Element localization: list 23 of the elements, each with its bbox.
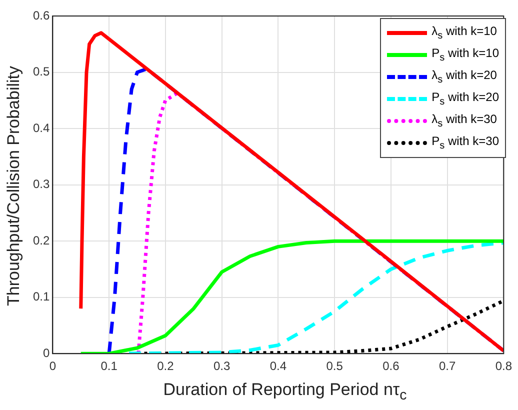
- y-tick-label: 0: [42, 346, 50, 360]
- x-tick-label: 0.3: [213, 359, 230, 374]
- x-tick-label: 0.6: [382, 359, 400, 374]
- x-tick-label: 0.1: [100, 359, 118, 374]
- x-axis-title: Duration of Reporting Period nτ$_{c}$: [162, 380, 408, 404]
- legend-label: P$_{s}$ with k=20: [432, 90, 499, 108]
- y-tick-label: 0.1: [32, 290, 50, 304]
- y-tick-label: 0.2: [32, 233, 50, 248]
- x-tick-label: 0.7: [438, 359, 456, 374]
- x-tick-label: 0.5: [326, 359, 344, 374]
- x-tick-label: 0.2: [157, 359, 174, 374]
- x-tick-label: 0.4: [270, 359, 287, 374]
- y-axis-title: Throughput/Collision Probability: [4, 66, 24, 306]
- y-tick-label: 0.3: [32, 177, 50, 192]
- legend-label: P$_{s}$ with k=10: [432, 46, 499, 64]
- legend-label: λ$_{s}$ with k=20: [432, 68, 497, 86]
- legend-label: λ$_{s}$ with k=30: [432, 112, 497, 130]
- legend-label: P$_{s}$ with k=30: [432, 134, 499, 152]
- y-tick-label: 0.6: [32, 8, 50, 22]
- y-tick-label: 0.4: [32, 120, 50, 135]
- y-tick-label: 0.5: [32, 64, 50, 79]
- x-tick-label: 0.8: [495, 359, 512, 374]
- legend-label: λ$_{s}$ with k=10: [432, 24, 497, 42]
